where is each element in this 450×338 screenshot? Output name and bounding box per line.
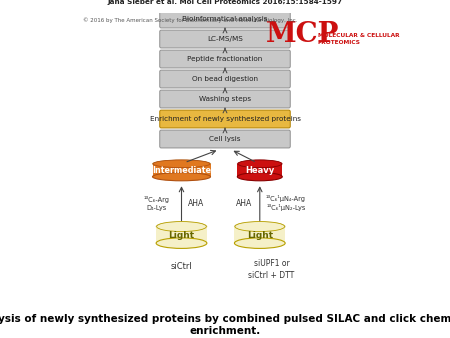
FancyBboxPatch shape <box>160 50 290 68</box>
Text: ¹³C₆-Arg
D₄-Lys: ¹³C₆-Arg D₄-Lys <box>144 196 170 211</box>
Text: MOLECULAR & CELLULAR
PROTEOMICS: MOLECULAR & CELLULAR PROTEOMICS <box>318 33 400 45</box>
Text: MCP: MCP <box>266 21 339 48</box>
Ellipse shape <box>237 160 283 168</box>
Ellipse shape <box>235 221 285 232</box>
Text: Light: Light <box>247 231 273 240</box>
Ellipse shape <box>152 160 211 168</box>
Text: LC-MS/MS: LC-MS/MS <box>207 36 243 42</box>
Polygon shape <box>156 226 207 243</box>
Text: ¹³C₆¹µN₄-Arg
¹³C₆¹µN₂-Lys: ¹³C₆¹µN₄-Arg ¹³C₆¹µN₂-Lys <box>266 195 306 211</box>
Text: Peptide fractionation: Peptide fractionation <box>187 56 263 62</box>
Text: Intermediate: Intermediate <box>152 166 211 175</box>
FancyBboxPatch shape <box>160 30 290 48</box>
Ellipse shape <box>156 221 207 232</box>
Text: Analysis of newly synthesized proteins by combined pulsed SILAC and click chemis: Analysis of newly synthesized proteins b… <box>0 314 450 336</box>
FancyBboxPatch shape <box>160 90 290 108</box>
Text: On bead digestion: On bead digestion <box>192 76 258 82</box>
Text: siCtrl: siCtrl <box>171 262 193 271</box>
Polygon shape <box>237 164 282 177</box>
Text: Bioinformatical analysis: Bioinformatical analysis <box>182 16 268 22</box>
Text: AHA: AHA <box>236 199 252 208</box>
Ellipse shape <box>234 238 285 248</box>
Ellipse shape <box>153 160 210 168</box>
Text: Light: Light <box>168 231 194 240</box>
Ellipse shape <box>237 173 282 181</box>
Text: siUPF1 or
siCtrl + DTT: siUPF1 or siCtrl + DTT <box>248 259 294 280</box>
Polygon shape <box>234 226 285 243</box>
FancyBboxPatch shape <box>160 10 290 28</box>
Polygon shape <box>153 164 211 177</box>
Ellipse shape <box>157 221 207 232</box>
Text: Cell lysis: Cell lysis <box>209 136 241 142</box>
Ellipse shape <box>238 160 282 168</box>
Ellipse shape <box>153 173 211 181</box>
Text: Enrichment of newly synthesized proteins: Enrichment of newly synthesized proteins <box>149 116 301 122</box>
Text: Jana Sieber et al. Mol Cell Proteomics 2016;15:1584-1597: Jana Sieber et al. Mol Cell Proteomics 2… <box>108 0 342 5</box>
FancyBboxPatch shape <box>160 110 290 128</box>
Text: Heavy: Heavy <box>245 166 274 175</box>
Ellipse shape <box>234 221 286 232</box>
Ellipse shape <box>156 238 207 248</box>
Text: © 2016 by The American Society for Biochemistry and Molecular Biology, Inc.: © 2016 by The American Society for Bioch… <box>83 18 297 23</box>
Text: AHA: AHA <box>188 199 204 208</box>
FancyBboxPatch shape <box>160 70 290 88</box>
Text: Washing steps: Washing steps <box>199 96 251 102</box>
FancyBboxPatch shape <box>160 130 290 148</box>
